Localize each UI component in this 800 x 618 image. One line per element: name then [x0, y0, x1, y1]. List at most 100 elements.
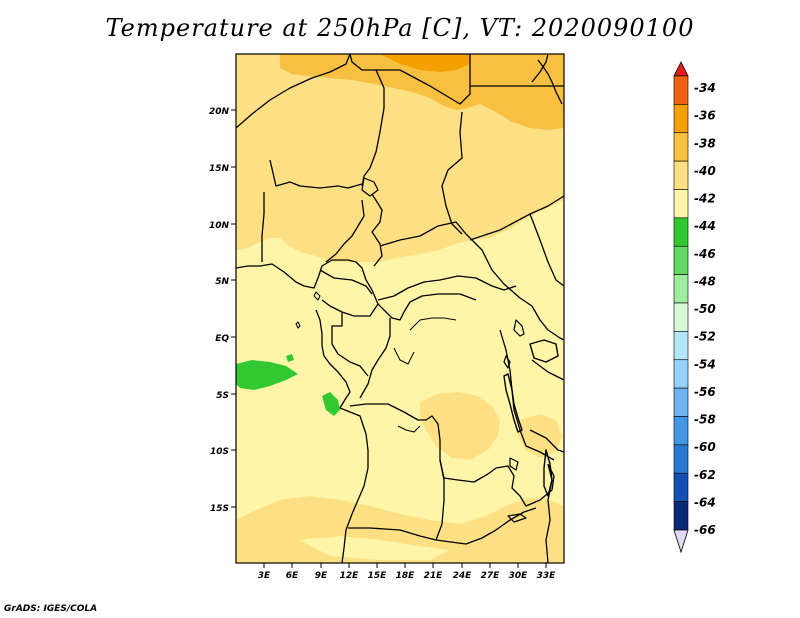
lake-chad [361, 177, 379, 197]
lon-label-6e: 6E [286, 571, 299, 581]
colorbar-segment [673, 274, 689, 304]
colorbar-top-triangle [673, 61, 689, 77]
lake-albert [513, 319, 525, 337]
lon-label-3e: 3E [258, 571, 271, 581]
colorbar-label: -46 [694, 247, 716, 261]
border-cameroon-chad [371, 193, 383, 267]
temperature-field [236, 54, 564, 563]
lon-label-27e: 27E [481, 571, 501, 581]
band-minus44-minus46-spot [286, 354, 294, 362]
band-minus38-minus40 [280, 54, 564, 130]
coastline-central-africa [315, 309, 369, 563]
colorbar-label: -38 [694, 136, 716, 150]
lake-victoria [529, 339, 559, 363]
colorbar-segment [673, 189, 689, 219]
colorbar-label: -52 [694, 330, 716, 344]
border-kenya-tanzania [531, 359, 564, 381]
border-drc-zambia [495, 465, 527, 507]
lon-label-33e: 33E [537, 571, 557, 581]
lake-malawi [543, 449, 553, 497]
colorbar-label: -42 [694, 192, 716, 206]
border-tanzania-mozambique [529, 429, 564, 453]
colorbar-segment [673, 416, 689, 446]
border-car-chad [379, 221, 467, 247]
border-benin-nigeria [261, 192, 265, 262]
lon-label-24e: 24E [453, 571, 473, 581]
lat-label-20n: 20N [209, 107, 230, 117]
colorbar-segment [673, 444, 689, 474]
colorbar-segment [673, 245, 689, 275]
lat-label-eq: EQ [215, 334, 229, 344]
border-south-sudan [465, 233, 533, 307]
lon-label-9e: 9E [315, 571, 328, 581]
lat-label-15s: 15S [210, 504, 229, 514]
band-minus44-minus46-offshore [322, 392, 340, 416]
lake-kivu [503, 355, 511, 369]
lon-label-18e: 18E [396, 571, 416, 581]
border-algeria-niger [236, 54, 351, 129]
river-ubangi [393, 347, 415, 365]
colorbar-segment [673, 132, 689, 162]
lon-label-12e: 12E [340, 571, 360, 581]
red-sea-coast [537, 59, 563, 105]
lat-label-5s: 5S [216, 391, 229, 401]
colorbar-segment [673, 104, 689, 134]
border-angola-namibia [348, 527, 467, 545]
longitude-axis: 3E 6E 9E 12E 15E 18E 21E 24E 27E 30E 33E [258, 563, 556, 581]
colorbar-segment [673, 75, 689, 105]
country-boundaries [236, 54, 564, 563]
colorbar-segment [673, 359, 689, 389]
lon-label-15e: 15E [368, 571, 388, 581]
colorbar-label: -54 [694, 357, 716, 371]
band-minus36-minus38 [380, 54, 470, 72]
colorbar-segment [673, 217, 689, 247]
colorbar-label: -60 [694, 440, 716, 454]
border-angola-zambia [435, 459, 445, 541]
band-minus42-minus44-strip [300, 536, 450, 560]
border-libya-chad [349, 54, 471, 105]
border-nigeria-niger [269, 159, 363, 189]
lat-label-15n: 15N [209, 164, 230, 174]
lake-kariba [507, 513, 527, 523]
border-car-drc [377, 275, 517, 301]
lon-label-21e: 21E [424, 571, 444, 581]
border-chad-car-west [319, 269, 373, 295]
island-bioko [313, 291, 321, 301]
border-uganda-kenya [531, 305, 564, 341]
colorbar-label: -56 [694, 385, 716, 399]
colorbar-label: -34 [694, 81, 716, 95]
lon-label-30e: 30E [509, 571, 529, 581]
border-zambia-malawi [525, 463, 555, 507]
credit-text: GrADS: IGES/COLA [4, 604, 98, 614]
colorbar: -34 -36 -38 -40 -42 -44 -46 -48 -50 -52 -54 -56 -58 -… [673, 61, 716, 554]
colorbar-segment [673, 331, 689, 361]
lat-label-5n: 5N [215, 277, 229, 287]
border-niger-chad [361, 69, 385, 187]
band-minus44-minus46-west [236, 360, 298, 390]
map-title: Temperature at 250hPa [C], VT: 202009010… [105, 14, 695, 42]
colorbar-segment [673, 501, 689, 531]
border-zambia-zimbabwe [465, 507, 537, 545]
colorbar-label: -36 [694, 109, 716, 123]
colorbar-label: -40 [694, 164, 716, 178]
coastline-west-africa [236, 259, 477, 321]
colorbar-label: -62 [694, 468, 716, 482]
river-congo [409, 317, 457, 331]
colorbar-segment [673, 387, 689, 417]
colorbar-label: -44 [694, 219, 716, 233]
border-nigeria-cameroon [325, 199, 365, 263]
colorbar-label: -66 [694, 523, 716, 537]
band-minus40-minus42-north [236, 54, 564, 262]
colorbar-label: -64 [694, 495, 716, 509]
colorbar-label: -50 [694, 302, 716, 316]
border-ethiopia-east [529, 213, 564, 287]
border-chad-sudan [441, 111, 463, 235]
border-congo-drc [359, 318, 391, 399]
colorbar-label: -58 [694, 413, 716, 427]
border-drc-angola [349, 403, 497, 483]
latitude-axis: 20N 15N 10N 5N EQ 5S 10S 15S [209, 107, 236, 514]
border-east-africa-rift [499, 329, 555, 461]
border-gabon-congo [331, 312, 369, 377]
lat-label-10n: 10N [209, 221, 230, 231]
